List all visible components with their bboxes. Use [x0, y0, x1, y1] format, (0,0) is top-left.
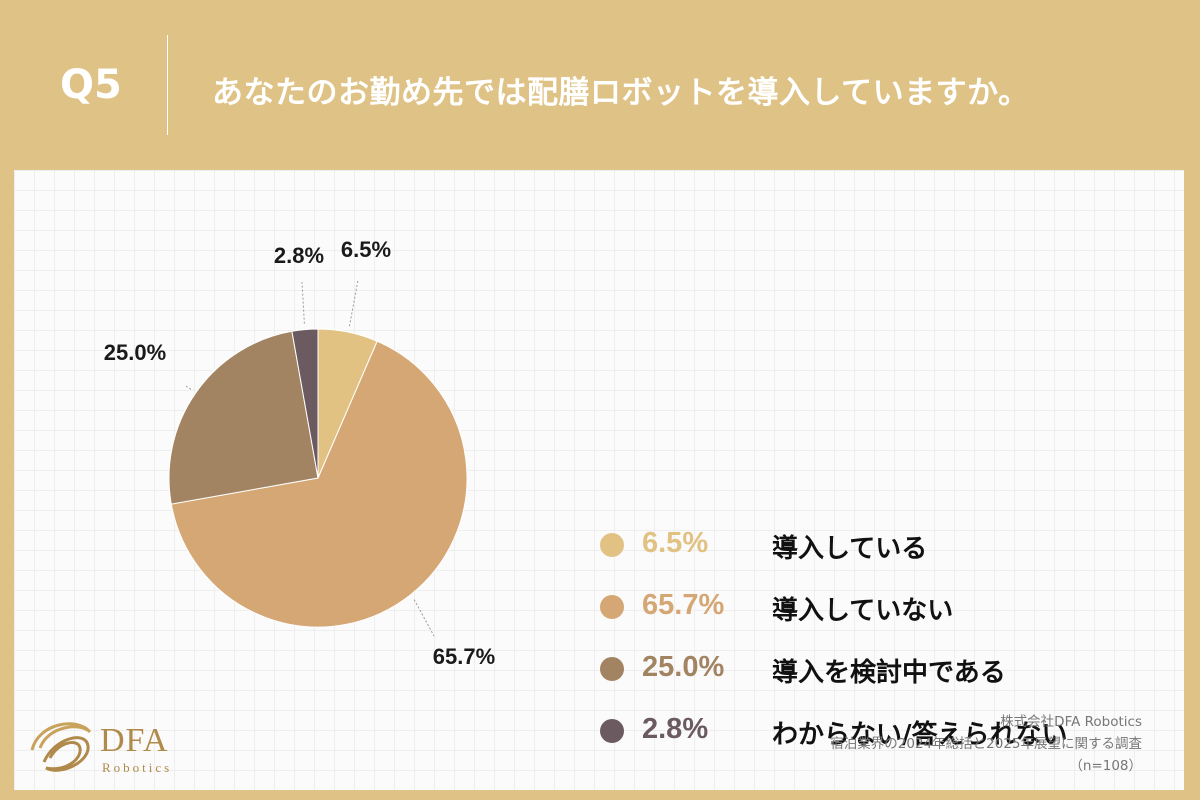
legend-item: 25.0% 導入を検討中である — [600, 649, 1140, 689]
legend-item: 65.7% 導入していない — [600, 587, 1140, 627]
leader-line — [348, 279, 359, 327]
legend-item: 2.8% わからない/答えられない — [600, 711, 1140, 751]
legend-value: 65.7% — [642, 589, 725, 621]
chart-panel: 6.5% 65.7% 25.0% 2.8% 6.5% 導入している 65.7% 導入し… — [14, 170, 1184, 790]
header-divider — [167, 35, 168, 135]
header: Q5 あなたのお勤め先では配膳ロボットを導入していますか。 — [0, 0, 1200, 170]
dfa-emblem-icon — [30, 722, 92, 772]
legend-label: わからない/答えられない — [772, 720, 1068, 750]
leader-line — [185, 385, 192, 390]
logo-subtext: Robotics — [102, 760, 173, 775]
credit-block: 株式会社DFA Robotics 宿泊業界の2024年総括と2025年展望に関す… — [830, 711, 1142, 777]
legend-label: 導入を検討中である — [772, 658, 1006, 688]
logo-text: DFA — [100, 722, 169, 759]
slice-value-label: 65.7% — [433, 644, 495, 669]
dfa-logo: DFA Robotics — [24, 712, 194, 782]
legend-value: 25.0% — [642, 651, 725, 683]
slice-value-label: 2.8% — [274, 243, 324, 268]
legend-label: 導入している — [772, 534, 928, 564]
sample-size: （n=108） — [1069, 758, 1142, 774]
legend-item: 6.5% 導入している — [600, 525, 1140, 565]
pie-labels: 6.5% 65.7% 25.0% 2.8% — [104, 237, 495, 669]
slice-value-label: 25.0% — [104, 340, 166, 365]
legend-value: 6.5% — [642, 527, 709, 559]
survey-name: 宿泊業界の2024年総括と2025年展望に関する調査 — [830, 736, 1142, 752]
slice-value-label: 6.5% — [341, 237, 391, 262]
pie-slice — [168, 330, 319, 505]
pie-slices — [168, 328, 468, 628]
company-name: 株式会社DFA Robotics — [1000, 714, 1142, 730]
legend-label: 導入していない — [772, 596, 954, 626]
legend-dot — [600, 719, 624, 743]
legend-dot — [600, 595, 624, 619]
leader-line — [413, 599, 435, 637]
pie-slice — [291, 328, 319, 479]
leader-line — [301, 281, 305, 324]
question-number: Q5 — [60, 62, 122, 108]
pie-slice — [170, 340, 468, 628]
pie-chart: 6.5% 65.7% 25.0% 2.8% — [104, 237, 495, 669]
legend-value: 2.8% — [642, 713, 709, 745]
legend-dot — [600, 657, 624, 681]
question-title: あなたのお勤め先では配膳ロボットを導入していますか。 — [212, 75, 1030, 111]
legend-dot — [600, 533, 624, 557]
